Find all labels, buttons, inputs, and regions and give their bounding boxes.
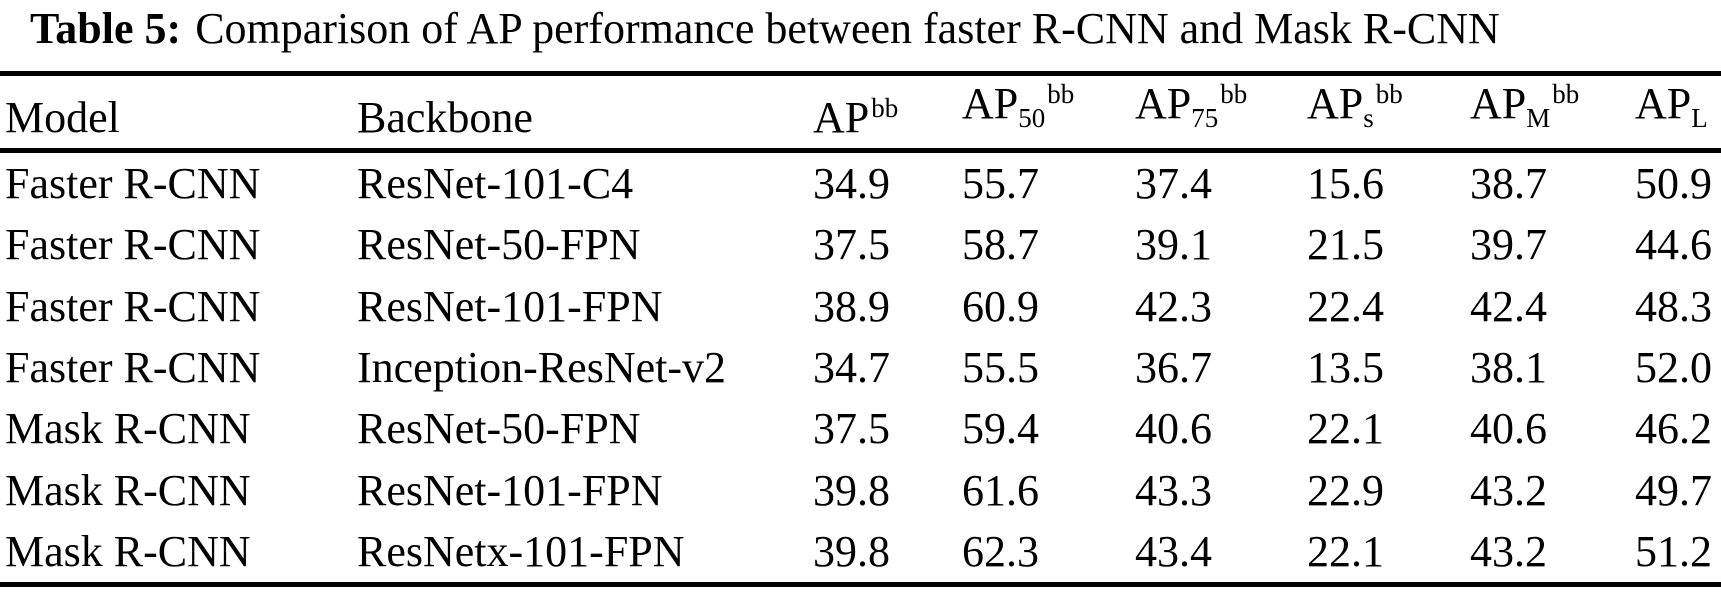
cell-ap: 37.5	[813, 404, 890, 454]
cell-ap75: 37.4	[1135, 159, 1212, 209]
cell-ap50: 55.7	[962, 159, 1039, 209]
cell-apm: 39.7	[1470, 220, 1547, 270]
header-base: AP	[1470, 79, 1527, 128]
table-row: Faster R-CNN Inception-ResNet-v2 34.7 55.5 3…	[0, 337, 1721, 398]
table-header-row: Model Backbone APbb AP50bb AP75bb APsbb APMbb A…	[0, 76, 1721, 148]
header-subscript: L	[1691, 103, 1708, 133]
cell-apm: 38.1	[1470, 342, 1547, 392]
cell-apm: 40.6	[1470, 404, 1547, 454]
cell-backbone: ResNet-101-FPN	[357, 465, 663, 515]
header-superscript: bb	[1220, 79, 1248, 109]
cell-ap: 38.9	[813, 281, 890, 331]
column-header-apm: APMbb	[1470, 72, 1635, 140]
cell-ap75: 36.7	[1135, 342, 1212, 392]
cell-model: Faster R-CNN	[5, 342, 261, 392]
header-base: AP	[1635, 79, 1692, 128]
header-subscript: M	[1526, 103, 1551, 133]
header-superscript: bb	[1552, 79, 1580, 109]
cell-apm: 43.2	[1470, 526, 1547, 576]
column-header-ap75: AP75bb	[1135, 72, 1307, 140]
table-row: Faster R-CNN ResNet-101-FPN 38.9 60.9 42.3 22…	[0, 276, 1721, 337]
cell-apl: 48.3	[1635, 281, 1712, 331]
cell-ap75: 42.3	[1135, 281, 1212, 331]
cell-model: Mask R-CNN	[5, 404, 251, 454]
cell-apl: 44.6	[1635, 220, 1712, 270]
cell-ap50: 59.4	[962, 404, 1039, 454]
cell-apm: 43.2	[1470, 465, 1547, 515]
cell-ap50: 60.9	[962, 281, 1039, 331]
column-header-aps: APsbb	[1307, 72, 1470, 140]
cell-apl: 49.7	[1635, 465, 1712, 515]
caption-label: Table 5:	[30, 4, 182, 53]
header-base: AP	[1135, 79, 1192, 128]
cell-ap50: 61.6	[962, 465, 1039, 515]
cell-backbone: Inception-ResNet-v2	[357, 342, 726, 392]
cell-ap: 39.8	[813, 465, 890, 515]
cell-backbone: ResNet-101-C4	[357, 159, 634, 209]
cell-model: Faster R-CNN	[5, 281, 261, 331]
cell-backbone: ResNet-101-FPN	[357, 281, 663, 331]
cell-apl: 50.9	[1635, 159, 1712, 209]
cell-aps: 22.4	[1307, 281, 1384, 331]
cell-ap: 34.7	[813, 342, 890, 392]
rule-bottom	[0, 582, 1721, 587]
table-body: Faster R-CNN ResNet-101-C4 34.9 55.7 37.4 15.…	[0, 153, 1721, 582]
cell-aps: 22.9	[1307, 465, 1384, 515]
cell-ap: 39.8	[813, 526, 890, 576]
table-row: Faster R-CNN ResNet-101-C4 34.9 55.7 37.4 15.…	[0, 153, 1721, 214]
column-header-ap: APbb	[813, 86, 962, 140]
cell-model: Faster R-CNN	[5, 220, 261, 270]
cell-ap75: 43.4	[1135, 526, 1212, 576]
cell-apm: 42.4	[1470, 281, 1547, 331]
table-caption: Table 5: Comparison of AP performance bet…	[30, 0, 1500, 58]
cell-ap: 34.9	[813, 159, 890, 209]
header-superscript: bb	[871, 93, 899, 123]
header-base: AP	[1307, 79, 1364, 128]
cell-aps: 13.5	[1307, 342, 1384, 392]
cell-aps: 21.5	[1307, 220, 1384, 270]
header-label: Model	[5, 93, 120, 142]
cell-ap50: 55.5	[962, 342, 1039, 392]
cell-apl: 46.2	[1635, 404, 1712, 454]
table-row: Mask R-CNN ResNetx-101-FPN 39.8 62.3 43.4 22.…	[0, 521, 1721, 582]
cell-ap75: 43.3	[1135, 465, 1212, 515]
cell-model: Mask R-CNN	[5, 526, 251, 576]
cell-backbone: ResNet-50-FPN	[357, 220, 641, 270]
cell-backbone: ResNet-50-FPN	[357, 404, 641, 454]
table-row: Mask R-CNN ResNet-101-FPN 39.8 61.6 43.3 22.9…	[0, 459, 1721, 520]
cell-ap50: 58.7	[962, 220, 1039, 270]
header-superscript: bb	[1375, 79, 1403, 109]
cell-aps: 15.6	[1307, 159, 1384, 209]
header-subscript: 75	[1191, 103, 1219, 133]
header-superscript: bb	[1047, 79, 1075, 109]
column-header-apl: APL	[1635, 82, 1721, 140]
header-base: AP	[813, 93, 870, 142]
column-header-ap50: AP50bb	[962, 72, 1135, 140]
cell-model: Mask R-CNN	[5, 465, 251, 515]
cell-ap75: 40.6	[1135, 404, 1212, 454]
rule-mid	[0, 148, 1721, 153]
cell-aps: 22.1	[1307, 526, 1384, 576]
column-header-model: Model	[0, 96, 357, 140]
cell-apl: 52.0	[1635, 342, 1712, 392]
cell-apl: 51.2	[1635, 526, 1712, 576]
cell-ap75: 39.1	[1135, 220, 1212, 270]
cell-backbone: ResNetx-101-FPN	[357, 526, 685, 576]
header-base: AP	[962, 79, 1019, 128]
cell-apm: 38.7	[1470, 159, 1547, 209]
cell-model: Faster R-CNN	[5, 159, 261, 209]
header-label: Backbone	[357, 93, 533, 142]
cell-ap: 37.5	[813, 220, 890, 270]
table-row: Mask R-CNN ResNet-50-FPN 37.5 59.4 40.6 22.1 4…	[0, 398, 1721, 459]
caption-text: Comparison of AP performance between fas…	[195, 4, 1500, 53]
column-header-backbone: Backbone	[357, 96, 813, 140]
rule-top	[0, 71, 1721, 76]
table-row: Faster R-CNN ResNet-50-FPN 37.5 58.7 39.1 21.…	[0, 214, 1721, 275]
cell-aps: 22.1	[1307, 404, 1384, 454]
cell-ap50: 62.3	[962, 526, 1039, 576]
header-subscript: 50	[1018, 103, 1046, 133]
header-subscript: s	[1363, 103, 1374, 133]
